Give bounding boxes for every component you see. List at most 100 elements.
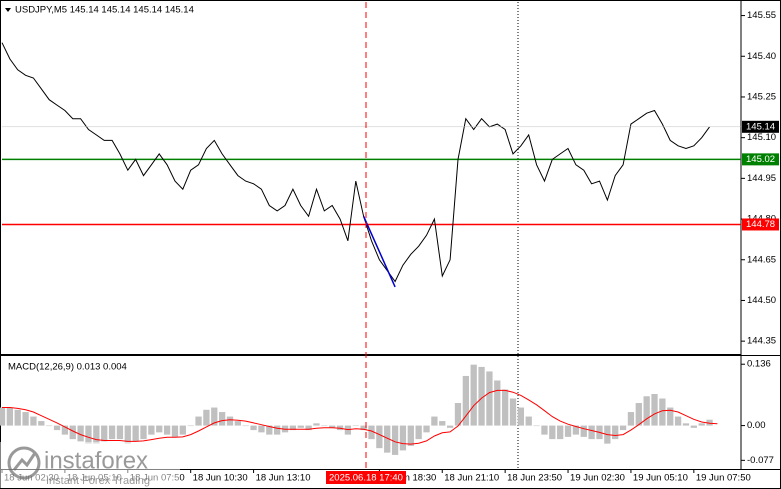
histogram-bar (651, 394, 658, 426)
y-tick-label: 145.40 (747, 51, 776, 62)
x-tick-label: 18 Jun 23:50 (507, 473, 562, 484)
y-tick-label: 144.35 (747, 336, 776, 347)
histogram-bar (690, 425, 697, 428)
histogram-bar (132, 425, 139, 442)
histogram-bar (682, 423, 690, 426)
histogram-bar (384, 425, 391, 453)
y-tick-label: 144.95 (747, 173, 776, 184)
histogram-bar (234, 421, 241, 426)
histogram-bar (30, 416, 37, 426)
histogram-bar (698, 423, 705, 426)
y-tick-label: 145.55 (747, 10, 776, 21)
y-tick-label: 145.25 (747, 91, 776, 102)
x-tick-label: 18 Jun 13:10 (256, 473, 311, 484)
histogram-bar (431, 416, 438, 426)
histogram-bar (580, 425, 587, 437)
histogram-bar (179, 425, 186, 435)
x-tick-label: 19 Jun 07:50 (696, 473, 751, 484)
histogram-bar (588, 425, 595, 440)
macd-title: MACD(12,26,9) 0.013 0.004 (8, 362, 127, 373)
histogram-bar (116, 425, 124, 440)
histogram-bar (14, 409, 21, 426)
menu-arrow (5, 8, 11, 12)
histogram-bar (218, 412, 226, 426)
histogram-bar (313, 423, 320, 426)
histogram-bar (407, 425, 414, 446)
histogram-bar (612, 425, 619, 440)
histogram-bar (305, 425, 312, 431)
last-price-label: 145.14 (746, 121, 775, 132)
logo-ring (7, 446, 41, 480)
y-tick-label: 0.136 (747, 359, 771, 370)
histogram-bar (462, 375, 469, 426)
chart-title: USDJPY,M5 145.14 145.14 145.14 145.14 (15, 5, 194, 16)
histogram-bar (195, 416, 202, 426)
histogram-bar (0, 407, 6, 426)
histogram-bar (619, 425, 627, 431)
histogram-bar (77, 425, 84, 442)
histogram-bar (61, 425, 69, 435)
histogram-bar (187, 425, 194, 427)
histogram-bar (478, 366, 485, 426)
histogram-bar (108, 425, 116, 440)
histogram-bar (226, 416, 234, 426)
histogram-bar (85, 425, 92, 444)
histogram-bar (289, 425, 297, 431)
plot-layer (0, 2, 741, 469)
histogram-bar (415, 425, 422, 440)
histogram-bar (297, 425, 304, 428)
watermark: instaforex Instant Forex Trading (0, 442, 180, 488)
histogram-bar (572, 425, 580, 435)
histogram-bar (93, 425, 100, 444)
histogram-bar (163, 425, 171, 435)
histogram-bar (549, 425, 556, 440)
watermark-brand: instaforex (44, 447, 148, 474)
x-tick-label: 18 Jun 10:30 (193, 473, 248, 484)
histogram-bar (6, 407, 14, 426)
y-tick-label: 145.10 (747, 132, 776, 143)
histogram-bar (439, 421, 446, 426)
histogram-bar (399, 425, 407, 451)
histogram-bar (470, 364, 477, 426)
histogram-bar (502, 389, 509, 426)
cursor-label: 2025.06.18 17:40 (329, 473, 403, 484)
histogram-bar (659, 398, 666, 426)
histogram-bar (22, 412, 29, 426)
y-tick-label: -0.077 (747, 455, 774, 466)
histogram-bar (635, 403, 642, 426)
histogram-bar (525, 416, 532, 426)
histogram-bar (171, 425, 179, 437)
level-price-box (742, 218, 779, 231)
histogram-bar (368, 425, 375, 440)
histogram-bar (101, 425, 108, 442)
histogram-bar (564, 425, 572, 437)
histogram-bar (376, 425, 383, 449)
last-price-box (742, 120, 779, 133)
histogram-bar (156, 425, 163, 433)
histogram-bar (140, 425, 147, 440)
y-tick-label: 144.50 (747, 295, 776, 306)
histogram-bar (533, 425, 540, 427)
histogram-bar (211, 407, 218, 426)
watermark-tagline: Instant Forex Trading (46, 475, 150, 487)
histogram-bar (38, 421, 45, 426)
histogram-bar (541, 425, 548, 435)
trend-line (362, 216, 396, 288)
histogram-bar (494, 380, 501, 426)
histogram-bar (486, 371, 493, 426)
histogram-bar (274, 425, 281, 435)
histogram-bar (46, 425, 53, 427)
histogram-bar (329, 425, 336, 428)
histogram-bar (643, 396, 650, 426)
logo-arrow (12, 452, 37, 471)
histogram-bar (446, 425, 454, 428)
histogram-bar (667, 407, 674, 426)
cursor-label-box (325, 471, 406, 484)
y-tick-label: 0.00 (747, 420, 766, 431)
histogram-bar (423, 425, 430, 433)
level-price-label: 145.02 (746, 154, 775, 165)
histogram-bar (454, 403, 462, 426)
histogram-bar (53, 425, 61, 431)
x-tick-label: 18 Jun 21:10 (444, 473, 499, 484)
